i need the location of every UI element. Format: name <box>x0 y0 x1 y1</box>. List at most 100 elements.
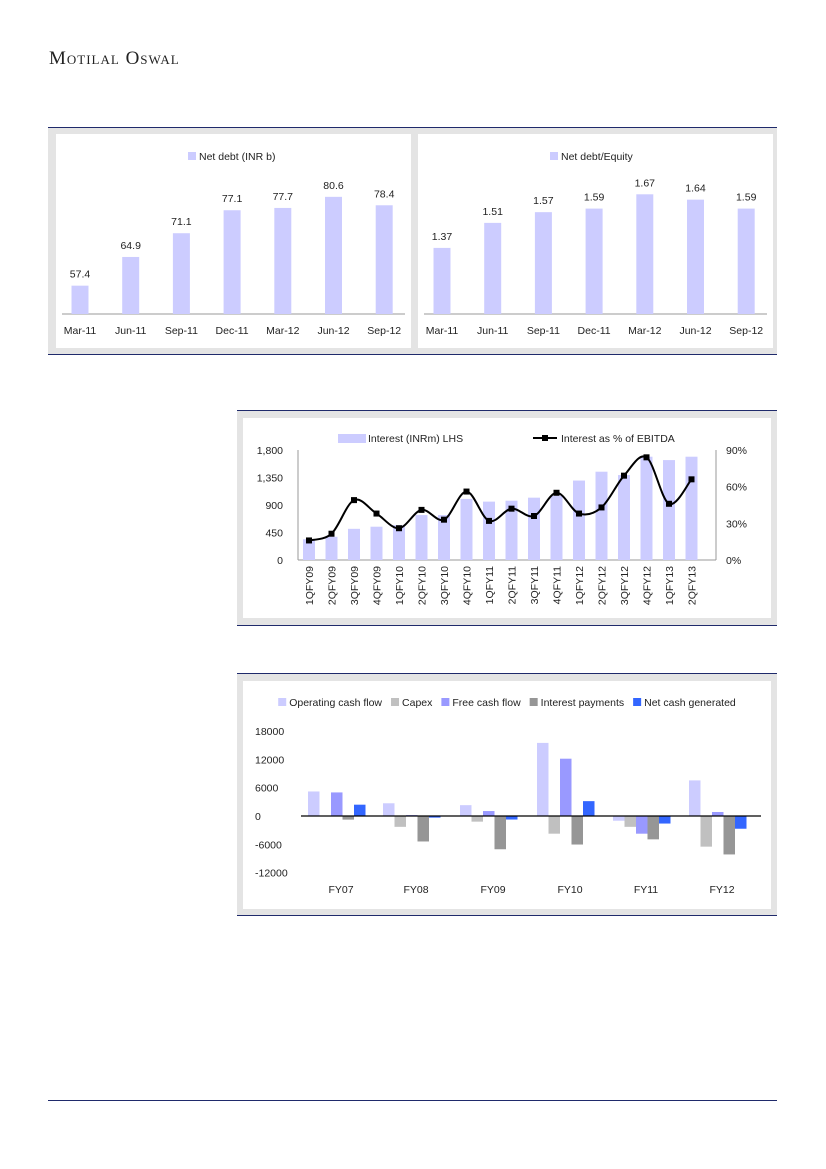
data-label: 57.4 <box>70 269 91 281</box>
legend-label: Interest as % of EBITDA <box>561 433 675 445</box>
divider <box>237 625 777 626</box>
x-tick-label: Dec-11 <box>216 325 249 337</box>
y-tick-label: 900 <box>265 500 283 512</box>
line-point <box>598 504 605 511</box>
divider <box>48 354 777 355</box>
bar <box>471 816 483 822</box>
bar <box>506 816 518 820</box>
bar <box>383 803 395 816</box>
bar <box>494 816 506 850</box>
bar <box>433 247 451 314</box>
bar <box>354 804 366 816</box>
data-label: 71.1 <box>171 216 192 228</box>
bar <box>636 816 648 834</box>
bar <box>325 536 338 560</box>
x-tick-label: Sep-11 <box>527 325 560 337</box>
data-label: 1.51 <box>482 206 503 218</box>
legend-label: Operating cash flow <box>289 697 382 709</box>
legend-swatch <box>338 434 366 443</box>
line-point <box>351 497 357 504</box>
line-point <box>306 537 312 544</box>
net-debt-chart-box: Net debt (INR b) 57.4 Mar-11 64.9 Jun-11 71.1… <box>56 134 411 348</box>
bar <box>624 816 636 827</box>
x-tick-label: Jun-12 <box>679 325 711 337</box>
ebitda-line <box>308 455 693 542</box>
data-label: 64.9 <box>120 240 141 252</box>
x-tick-label: FY09 <box>480 884 505 896</box>
legend-label: Net debt (INR b) <box>199 151 275 163</box>
y-tick-label: -6000 <box>255 839 282 851</box>
x-tick-label: Sep-12 <box>367 325 401 337</box>
legend-swatch <box>529 698 538 706</box>
y-tick-label: -12000 <box>255 868 288 880</box>
bar <box>595 471 608 560</box>
net-debt-equity-chart: Net debt/Equity 1.37 Mar-11 1.51 Jun-11 1.57 S… <box>424 151 767 337</box>
x-tick-label: 2QFY09 <box>327 566 339 605</box>
legend-label: Free cash flow <box>452 697 521 709</box>
data-label: 1.59 <box>584 192 605 204</box>
data-label: 77.1 <box>222 193 243 205</box>
x-tick-label: Jun-11 <box>477 325 508 337</box>
legend-swatch <box>391 698 400 706</box>
x-tick-label: Mar-11 <box>426 325 459 337</box>
bar <box>274 207 292 314</box>
line-point <box>621 472 627 479</box>
bar <box>560 758 572 816</box>
legend-swatch <box>633 698 642 706</box>
bar <box>583 801 595 816</box>
x-tick-label: 2QFY10 <box>417 566 429 605</box>
bar <box>700 816 712 847</box>
line-point <box>666 500 672 507</box>
x-tick-label: 3QFY11 <box>529 566 541 604</box>
x-tick-label: Mar-12 <box>628 325 661 337</box>
bar <box>460 805 472 816</box>
x-tick-label: FY11 <box>634 884 658 896</box>
bar <box>636 194 654 314</box>
legend-label: Net debt/Equity <box>561 151 634 163</box>
x-tick-label: 1QFY09 <box>304 566 316 605</box>
divider <box>237 673 777 674</box>
bar <box>483 501 495 560</box>
bar <box>370 526 383 560</box>
y2-tick-label: 60% <box>726 482 747 494</box>
x-tick-label: Jun-12 <box>317 325 349 337</box>
x-tick-label: Mar-11 <box>64 325 97 337</box>
bar <box>689 780 701 816</box>
bar <box>737 208 755 314</box>
bar <box>537 742 549 816</box>
y-tick-label: 18000 <box>255 726 284 738</box>
legend-marker <box>542 435 548 441</box>
x-tick-label: 4QFY12 <box>642 566 654 605</box>
net-debt-chart: Net debt (INR b) 57.4 Mar-11 64.9 Jun-11 71.1… <box>62 151 405 337</box>
bar <box>663 460 675 560</box>
x-tick-label: 3QFY09 <box>349 566 361 605</box>
line-point <box>508 505 515 512</box>
bar <box>647 816 659 840</box>
bar <box>687 199 704 314</box>
bar <box>483 811 495 816</box>
x-tick-label: 1QFY10 <box>394 566 406 605</box>
x-tick-label: Sep-12 <box>729 325 763 337</box>
bar <box>71 285 89 314</box>
x-tick-label: Dec-11 <box>578 325 611 337</box>
data-label: 1.59 <box>736 192 757 204</box>
line-point <box>463 488 470 495</box>
bar <box>122 256 140 314</box>
line-point <box>328 530 335 537</box>
x-tick-label: FY12 <box>709 884 734 896</box>
net-debt-equity-chart-box: Net debt/Equity 1.37 Mar-11 1.51 Jun-11 1.57 S… <box>418 134 773 348</box>
x-tick-label: 4QFY10 <box>462 566 474 605</box>
x-tick-label: 4QFY11 <box>552 566 564 604</box>
x-tick-label: 2QFY12 <box>597 566 609 605</box>
line-point <box>576 510 582 517</box>
data-label: 1.64 <box>685 183 706 195</box>
y-tick-label: 6000 <box>255 783 279 795</box>
bar <box>618 475 630 560</box>
bar <box>550 495 563 560</box>
cashflow-panel: Operating cash flow Capex Free cash flow In… <box>237 674 777 915</box>
bar <box>325 196 342 314</box>
line-point <box>441 516 447 523</box>
legend-label: Interest (INRm) LHS <box>368 433 463 445</box>
divider <box>237 915 777 916</box>
divider <box>48 127 777 128</box>
